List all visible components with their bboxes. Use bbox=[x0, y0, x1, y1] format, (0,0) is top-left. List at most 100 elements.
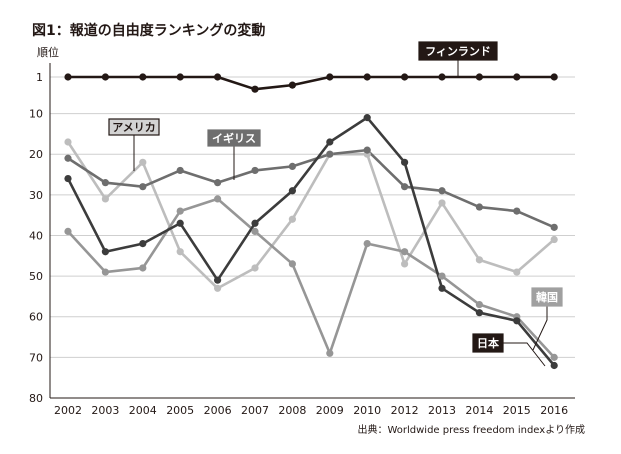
data-point-3-2006 bbox=[214, 276, 222, 284]
callout-box-1 bbox=[207, 129, 261, 147]
data-point-3-2003 bbox=[101, 248, 109, 256]
x-tick-label-2003: 2003 bbox=[91, 404, 119, 417]
data-point-3-2002 bbox=[64, 174, 72, 183]
data-point-0-2006 bbox=[214, 73, 222, 81]
data-points bbox=[64, 73, 558, 370]
series-callout-2: アメリカ bbox=[108, 118, 160, 171]
data-point-0-2016 bbox=[550, 73, 558, 81]
data-point-1-2010 bbox=[363, 146, 371, 154]
y-axis-title: 順位 bbox=[37, 45, 59, 59]
x-tick-label-2010: 2010 bbox=[353, 404, 381, 417]
y-tick-label-50: 50 bbox=[29, 270, 43, 283]
data-point-1-2004 bbox=[139, 183, 147, 191]
data-point-0-2005 bbox=[176, 73, 184, 81]
y-tick-label-10: 10 bbox=[29, 108, 43, 121]
data-point-2-2003 bbox=[101, 195, 109, 203]
data-point-3-2008 bbox=[288, 187, 296, 195]
y-tick-label-40: 40 bbox=[29, 229, 43, 242]
chart-title: 図1：報道の自由度ランキングの変動 bbox=[32, 23, 266, 39]
x-tick-label-2015: 2015 bbox=[503, 404, 531, 417]
data-point-0-2010 bbox=[363, 73, 371, 81]
data-point-0-2015 bbox=[513, 73, 521, 81]
data-point-1-2002 bbox=[64, 154, 72, 162]
data-point-0-2014 bbox=[475, 73, 483, 81]
series-callout-0: フィンランド bbox=[418, 41, 498, 77]
data-point-3-2016 bbox=[550, 361, 558, 370]
data-point-4-2009 bbox=[326, 349, 334, 357]
grid-lines bbox=[50, 76, 575, 358]
axis-labels: 順位 1 10 20 30 40 50 60 70 80 2002 2003 2004 2005 2006 2… bbox=[29, 45, 568, 417]
data-point-4-2012 bbox=[401, 248, 409, 256]
x-tick-label-2005: 2005 bbox=[166, 404, 194, 417]
callout-box-2 bbox=[108, 118, 160, 136]
data-point-3-2015 bbox=[513, 317, 521, 325]
data-point-1-2008 bbox=[288, 162, 296, 170]
data-point-1-2006 bbox=[214, 179, 222, 187]
data-point-3-2010 bbox=[363, 114, 371, 122]
series-callout-1: イギリス bbox=[207, 129, 261, 180]
data-point-2-2012 bbox=[401, 260, 409, 268]
data-point-4-2010 bbox=[363, 239, 371, 248]
data-point-2-2016 bbox=[550, 235, 558, 244]
series-lines bbox=[66, 75, 556, 367]
series-line-1 bbox=[67, 148, 555, 229]
chart-source: 出典：Worldwide press freedom indexより作成 bbox=[357, 425, 585, 436]
data-point-0-2009 bbox=[326, 73, 334, 81]
y-tick-label-20: 20 bbox=[29, 148, 43, 161]
series-name-label-2: アメリカ bbox=[112, 121, 155, 134]
x-tick-label-2013: 2013 bbox=[428, 404, 456, 417]
x-tick-label-2007: 2007 bbox=[241, 404, 269, 417]
data-point-4-2005 bbox=[176, 207, 184, 215]
data-point-1-2015 bbox=[513, 207, 521, 215]
data-point-3-2007 bbox=[251, 219, 259, 227]
y-tick-label-30: 30 bbox=[29, 189, 43, 202]
data-point-3-2004 bbox=[139, 239, 147, 248]
data-point-1-2013 bbox=[438, 187, 446, 195]
data-point-1-2009 bbox=[326, 150, 334, 158]
callout-leader-4 bbox=[532, 306, 548, 351]
data-point-1-2016 bbox=[550, 223, 558, 231]
data-point-3-2013 bbox=[438, 284, 446, 292]
series-name-label-3: 日本 bbox=[477, 336, 499, 350]
series-line-0 bbox=[68, 75, 555, 91]
callout-leader-3 bbox=[503, 342, 546, 367]
y-tick-label-1: 1 bbox=[36, 71, 43, 84]
x-tick-label-2002: 2002 bbox=[54, 404, 82, 417]
data-point-1-2003 bbox=[101, 179, 109, 187]
data-point-4-2004 bbox=[139, 264, 147, 272]
data-point-0-2004 bbox=[139, 73, 147, 81]
axes bbox=[49, 63, 575, 399]
y-tick-label-70: 70 bbox=[29, 351, 43, 364]
data-point-2-2006 bbox=[214, 284, 222, 292]
data-point-3-2014 bbox=[475, 309, 483, 317]
callout-box-4 bbox=[531, 287, 563, 307]
data-point-1-2007 bbox=[251, 166, 259, 175]
data-point-4-2016 bbox=[550, 353, 558, 361]
data-point-0-2013 bbox=[438, 73, 446, 81]
series-line-4 bbox=[67, 197, 556, 359]
series-name-label-0: フィンランド bbox=[425, 45, 491, 58]
data-point-2-2007 bbox=[251, 264, 259, 272]
series-callout-3: 日本 bbox=[472, 333, 546, 367]
x-tick-label-2006: 2006 bbox=[204, 404, 232, 417]
series-line-3 bbox=[66, 116, 556, 367]
callout-box-0 bbox=[418, 41, 498, 61]
x-tick-label-2009: 2009 bbox=[316, 404, 344, 417]
x-tick-label-2012: 2012 bbox=[391, 404, 419, 417]
x-tick-label-2008: 2008 bbox=[278, 404, 306, 417]
data-point-2-2005 bbox=[176, 248, 184, 256]
data-point-2-2014 bbox=[475, 256, 483, 264]
data-point-0-2002 bbox=[64, 73, 72, 81]
data-point-3-2012 bbox=[401, 158, 409, 166]
series-callout-4: 韓国 bbox=[531, 287, 563, 351]
data-point-2-2015 bbox=[513, 268, 521, 276]
data-point-0-2008 bbox=[288, 81, 296, 89]
data-point-2-2002 bbox=[64, 138, 72, 146]
data-point-3-2005 bbox=[176, 219, 184, 227]
series-name-label-4: 韓国 bbox=[536, 290, 558, 304]
data-point-3-2009 bbox=[326, 138, 334, 146]
data-point-2-2004 bbox=[139, 158, 147, 166]
data-point-4-2007 bbox=[251, 227, 259, 236]
x-tick-label-2014: 2014 bbox=[465, 404, 493, 417]
